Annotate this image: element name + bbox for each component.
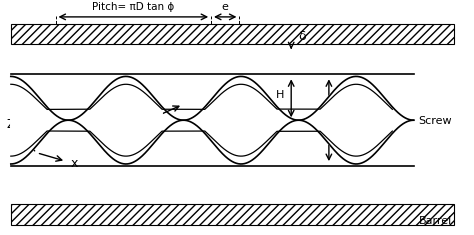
Text: W: W [115, 115, 128, 129]
Text: H: H [276, 90, 284, 100]
Text: D: D [336, 114, 346, 127]
Text: δ: δ [298, 30, 306, 43]
Text: Pitch= πD tan ϕ: Pitch= πD tan ϕ [92, 2, 174, 12]
Bar [11, 24, 454, 44]
Text: x: x [71, 157, 78, 170]
Text: Barrel: Barrel [419, 216, 452, 226]
Bar [11, 204, 454, 225]
Text: Screw: Screw [419, 116, 452, 126]
Text: e: e [222, 2, 228, 12]
Text: Z: Z [7, 118, 15, 131]
